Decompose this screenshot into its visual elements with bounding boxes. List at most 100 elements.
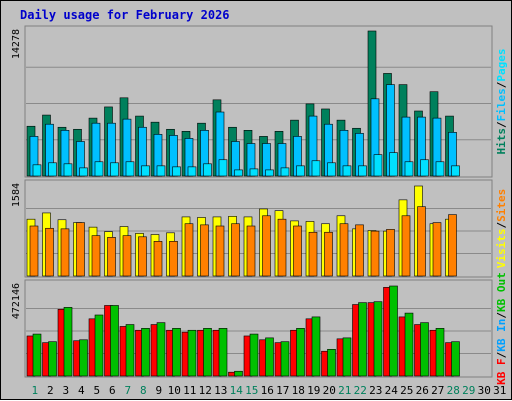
day-label-3: 3 — [62, 384, 69, 397]
bar-sites-day-25 — [401, 215, 411, 277]
bar-sites-day-8 — [138, 236, 147, 277]
bar-pages-day-5 — [94, 161, 104, 177]
bar-sites-day-15 — [246, 225, 256, 277]
bar-pages-day-7 — [125, 161, 135, 177]
legend-entry: Pages — [495, 49, 508, 82]
bar-sites-day-27 — [432, 222, 442, 277]
day-label-31: 31 — [493, 384, 506, 397]
bar-sites-day-16 — [262, 215, 271, 277]
legend-entry: KB F — [495, 358, 508, 385]
bar-sites-day-13 — [215, 225, 225, 277]
bar-sites-day-18 — [293, 225, 302, 277]
bar-pages-day-19 — [311, 160, 321, 177]
bar-pages-day-25 — [404, 161, 414, 177]
bar-kb-out-day-19 — [311, 316, 321, 377]
bar-kb-out-day-16 — [265, 337, 274, 377]
bar-kb-out-day-15 — [249, 333, 259, 377]
day-label-12: 12 — [199, 384, 212, 397]
bar-pages-day-22 — [358, 165, 367, 177]
day-label-7: 7 — [124, 384, 131, 397]
bar-pages-day-27 — [435, 161, 445, 177]
day-label-19: 19 — [307, 384, 320, 397]
bar-pages-day-13 — [218, 159, 228, 177]
chart-title: Daily usage for February 2026 — [20, 8, 230, 22]
bar-pages-day-8 — [141, 165, 150, 177]
bar-pages-day-16 — [265, 169, 274, 177]
panel-visits-legend: Visits/Sites — [495, 189, 508, 269]
bar-kb-out-day-27 — [435, 328, 445, 377]
bar-sites-day-21 — [339, 223, 349, 277]
series-kb-out — [32, 285, 460, 377]
day-label-28: 28 — [447, 384, 460, 397]
day-labels: 1 2 3 4 5 6 7 8 9 10 11 12 13 14 15 16 17 18 19 20 21 22 23 24 2… — [31, 384, 506, 397]
legend-entry: Hits — [495, 128, 508, 155]
legend-entry: Files — [495, 88, 508, 121]
bar-kb-out-day-3 — [63, 307, 73, 377]
bar-sites-day-28 — [448, 214, 457, 277]
legend-entry: / — [495, 312, 508, 319]
day-label-10: 10 — [168, 384, 181, 397]
day-label-23: 23 — [369, 384, 382, 397]
day-label-22: 22 — [354, 384, 367, 397]
bar-sites-day-7 — [122, 235, 132, 277]
bar-kb-out-day-9 — [156, 322, 166, 377]
bar-sites-day-23 — [370, 230, 380, 277]
legend-entry: / — [495, 222, 508, 229]
day-label-24: 24 — [385, 384, 399, 397]
day-label-26: 26 — [416, 384, 429, 397]
bar-sites-day-6 — [107, 237, 116, 277]
day-label-2: 2 — [47, 384, 54, 397]
bar-pages-day-4 — [79, 167, 88, 177]
bar-kb-out-day-2 — [48, 341, 57, 377]
bar-sites-day-2 — [45, 227, 54, 277]
bar-pages-day-26 — [420, 159, 429, 177]
day-label-30: 30 — [478, 384, 491, 397]
series-files — [29, 84, 457, 177]
bar-pages-day-15 — [249, 168, 259, 177]
series-kb-f — [26, 287, 454, 377]
bar-pages-day-20 — [327, 162, 336, 177]
day-label-13: 13 — [214, 384, 227, 397]
bar-sites-day-12 — [200, 224, 209, 277]
bar-sites-day-10 — [169, 241, 178, 277]
panel-kbytes-max-label: 472146 — [11, 283, 22, 319]
legend-entry: KB In — [495, 319, 508, 352]
bar-pages-day-18 — [296, 165, 305, 177]
bar-pages-day-28 — [451, 165, 460, 177]
bar-kb-out-day-18 — [296, 328, 305, 377]
panel-kbytes-legend: KB F/KB In/KB Out — [495, 272, 508, 385]
day-label-21: 21 — [338, 384, 351, 397]
panel-kbytes: 472146 KB F/KB In/KB Out — [11, 272, 508, 385]
bar-kb-out-day-21 — [342, 337, 352, 377]
panel-visits-area — [24, 179, 493, 278]
panel-hits-max-label: 14278 — [11, 29, 22, 59]
bar-kb-out-day-10 — [172, 328, 181, 377]
bar-sites-day-26 — [417, 206, 426, 277]
bar-sites-day-5 — [91, 235, 101, 277]
bar-pages-day-6 — [110, 162, 119, 177]
legend-entry: / — [495, 351, 508, 358]
bar-kb-out-day-13 — [218, 328, 228, 377]
bar-sites-day-17 — [277, 218, 287, 277]
legend-entry: / — [495, 81, 508, 88]
legend-entry: Visits — [495, 229, 508, 269]
day-label-18: 18 — [292, 384, 305, 397]
day-label-1: 1 — [31, 384, 38, 397]
day-label-25: 25 — [400, 384, 413, 397]
bar-kb-out-day-12 — [203, 328, 212, 377]
day-label-15: 15 — [245, 384, 258, 397]
panel-hits-legend: Hits/Files/Pages — [495, 49, 508, 155]
bar-kb-out-day-20 — [327, 349, 336, 377]
bar-pages-day-17 — [280, 167, 290, 177]
day-label-4: 4 — [78, 384, 85, 397]
bar-kb-out-day-28 — [451, 341, 460, 377]
bar-kb-out-day-6 — [110, 305, 119, 377]
series-pages — [32, 152, 460, 177]
bar-sites-day-1 — [29, 225, 39, 277]
bar-kb-out-day-11 — [187, 329, 197, 377]
day-label-8: 8 — [140, 384, 147, 397]
bar-pages-day-1 — [32, 164, 42, 177]
